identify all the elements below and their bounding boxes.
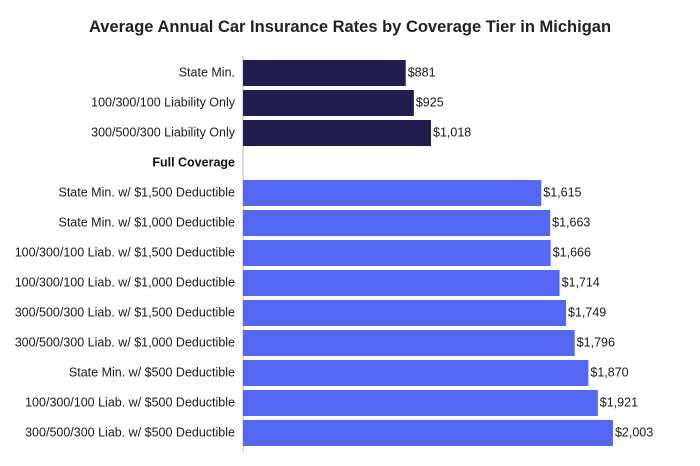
value-label: $1,666 bbox=[553, 245, 591, 259]
value-label: $1,870 bbox=[590, 365, 628, 379]
category-label: 100/300/100 Liab. w/ $500 Deductible bbox=[25, 395, 235, 409]
bar bbox=[243, 360, 589, 386]
category-label: 300/500/300 Liability Only bbox=[91, 125, 236, 139]
value-label: $1,714 bbox=[562, 275, 600, 289]
bar bbox=[243, 270, 560, 296]
value-label: $1,615 bbox=[543, 185, 581, 199]
category-label: 100/300/100 Liab. w/ $1,500 Deductible bbox=[15, 245, 235, 259]
bar bbox=[243, 300, 567, 326]
category-label: State Min. w/ $500 Deductible bbox=[69, 365, 235, 379]
value-label: $1,018 bbox=[433, 125, 471, 139]
bar bbox=[243, 180, 542, 206]
category-label: State Min. w/ $1,500 Deductible bbox=[59, 185, 236, 199]
bar bbox=[243, 90, 414, 116]
bar bbox=[243, 420, 613, 446]
category-label: 300/500/300 Liab. w/ $1,000 Deductible bbox=[15, 335, 235, 349]
value-label: $2,003 bbox=[615, 425, 653, 439]
group-label: Full Coverage bbox=[152, 155, 235, 169]
value-label: $1,663 bbox=[552, 215, 590, 229]
category-label: State Min. w/ $1,000 Deductible bbox=[59, 215, 236, 229]
bar bbox=[243, 210, 551, 236]
value-label: $925 bbox=[416, 95, 444, 109]
category-label: 300/500/300 Liab. w/ $1,500 Deductible bbox=[15, 305, 235, 319]
value-label: $1,796 bbox=[577, 335, 615, 349]
category-label: 100/300/100 Liab. w/ $1,000 Deductible bbox=[15, 275, 235, 289]
bar bbox=[243, 60, 406, 86]
bar bbox=[243, 390, 598, 416]
bar bbox=[243, 240, 551, 266]
value-label: $881 bbox=[408, 65, 436, 79]
value-label: $1,749 bbox=[568, 305, 606, 319]
category-label: State Min. bbox=[179, 65, 235, 79]
category-label: 300/500/300 Liab. w/ $500 Deductible bbox=[25, 425, 235, 439]
bar bbox=[243, 120, 432, 146]
value-label: $1,921 bbox=[600, 395, 638, 409]
bar bbox=[243, 330, 575, 356]
chart-title: Average Annual Car Insurance Rates by Co… bbox=[88, 18, 612, 36]
category-label: 100/300/100 Liability Only bbox=[91, 95, 236, 109]
